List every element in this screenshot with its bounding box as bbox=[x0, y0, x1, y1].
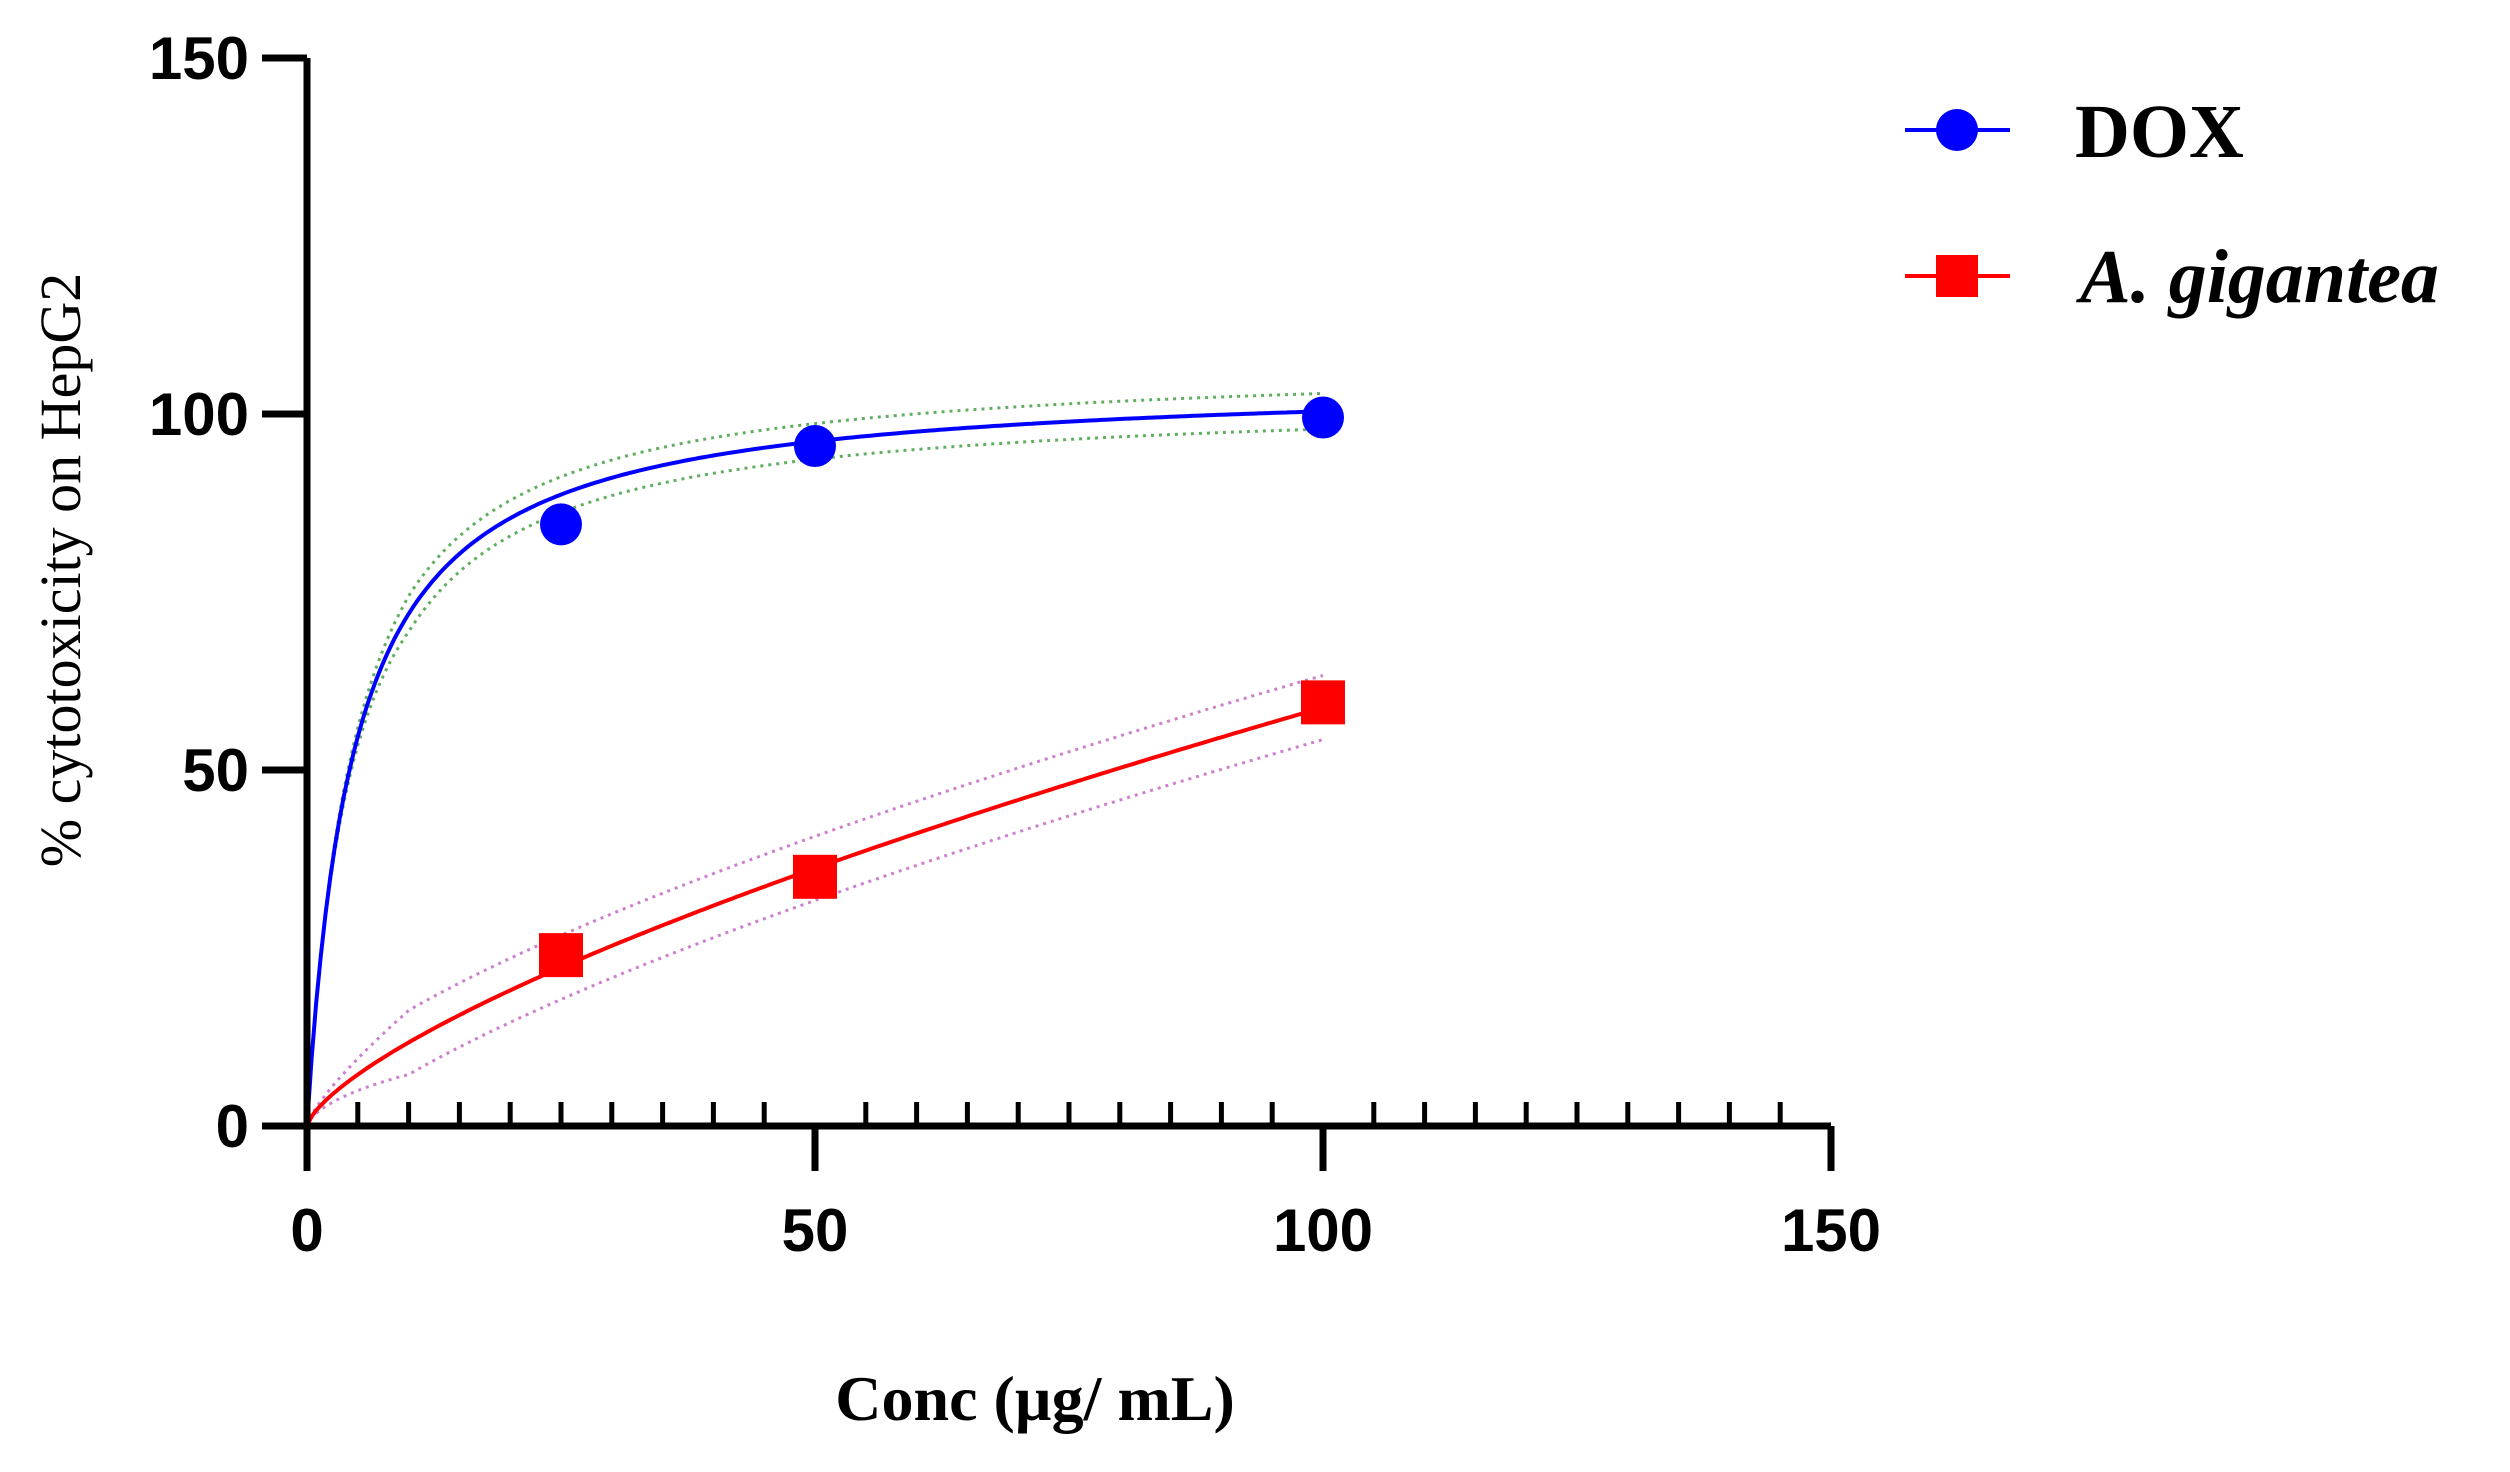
y-axis-title: % cytotoxicity on HepG2 bbox=[28, 273, 93, 867]
x-tick-label: 100 bbox=[1273, 1197, 1373, 1264]
x-axis-title: Conc (µg/ mL) bbox=[835, 1363, 1235, 1434]
axes: 0 50 100 150 0 50 100 150 bbox=[149, 25, 1881, 1264]
fit-curves bbox=[305, 409, 1324, 1127]
data-point-a-gigantea bbox=[539, 933, 583, 978]
data-markers bbox=[539, 396, 1345, 978]
fit-curve-dox bbox=[305, 409, 1324, 1127]
y-tick-label: 150 bbox=[149, 25, 249, 92]
x-tick-label: 0 bbox=[290, 1197, 323, 1264]
data-point-a-gigantea bbox=[793, 854, 837, 899]
confidence-band-a-gigantea bbox=[305, 674, 1324, 1127]
confidence-band-dox bbox=[305, 392, 1324, 1127]
data-point-dox bbox=[794, 425, 836, 468]
data-point-dox bbox=[1302, 396, 1344, 439]
legend-marker-dox bbox=[1936, 109, 1978, 151]
y-tick-label: 50 bbox=[182, 737, 249, 804]
legend-label-a-gigantea: A. gigantea bbox=[2076, 235, 2439, 319]
legend-item-dox: DOX bbox=[1905, 90, 2244, 174]
legend: DOX A. gigantea bbox=[1905, 90, 2439, 319]
confidence-bands bbox=[305, 392, 1324, 1127]
legend-label-dox: DOX bbox=[2075, 90, 2244, 174]
x-tick-label: 50 bbox=[782, 1197, 849, 1264]
data-point-a-gigantea bbox=[1301, 680, 1345, 725]
legend-marker-a-gigantea bbox=[1936, 255, 1978, 297]
y-tick-label: 100 bbox=[149, 381, 249, 448]
y-tick-label: 0 bbox=[216, 1093, 249, 1160]
data-point-dox bbox=[540, 503, 582, 546]
fit-curve-a-gigantea bbox=[305, 705, 1324, 1127]
x-tick-label: 150 bbox=[1781, 1197, 1881, 1264]
confidence-band-dox bbox=[305, 427, 1324, 1127]
legend-item-a-gigantea: A. gigantea bbox=[1905, 235, 2439, 319]
confidence-band-a-gigantea bbox=[305, 738, 1324, 1127]
